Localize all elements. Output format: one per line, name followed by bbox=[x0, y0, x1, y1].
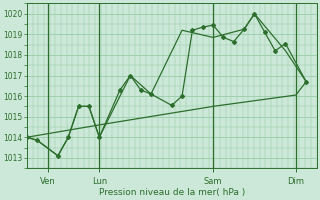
X-axis label: Pression niveau de la mer( hPa ): Pression niveau de la mer( hPa ) bbox=[99, 188, 245, 197]
